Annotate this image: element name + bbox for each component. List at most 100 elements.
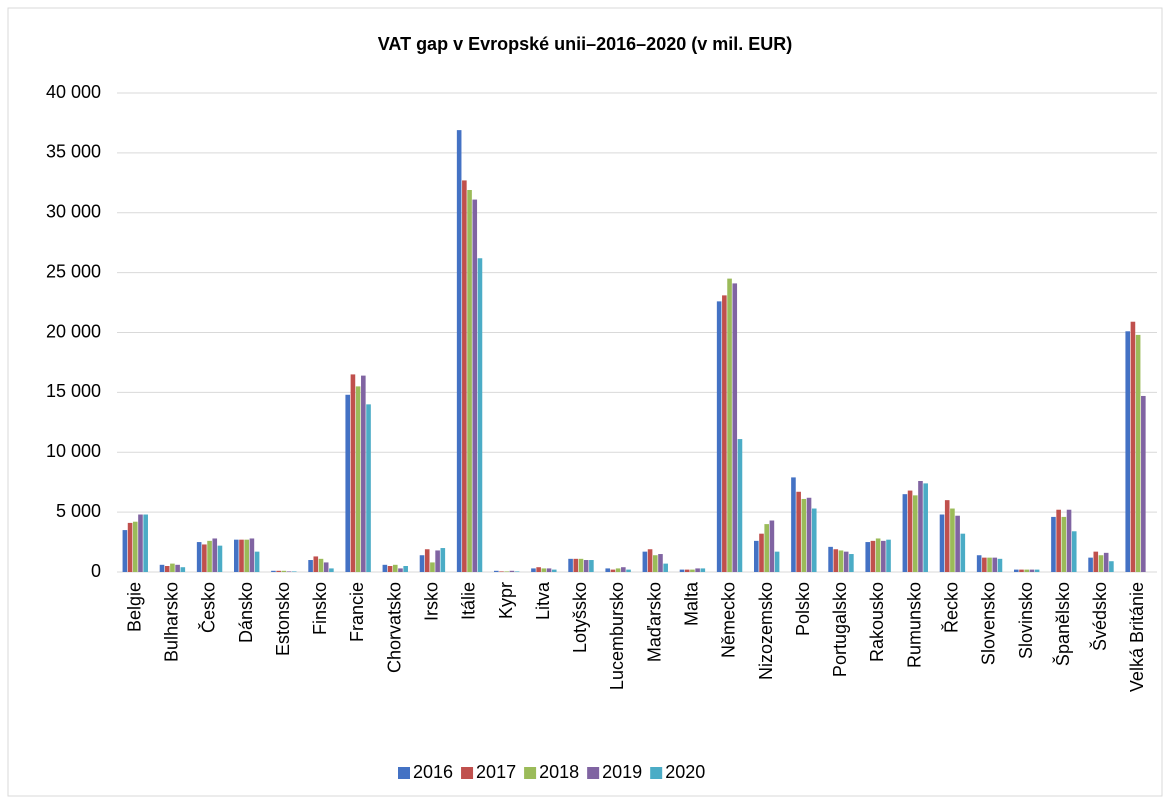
bar xyxy=(1024,569,1029,572)
bar xyxy=(923,483,928,572)
bar xyxy=(308,560,313,572)
bar xyxy=(196,542,202,572)
x-tick-label: Slovensko xyxy=(979,582,999,665)
bar xyxy=(494,570,499,572)
bar xyxy=(573,558,579,572)
bar xyxy=(440,548,446,572)
bar xyxy=(392,564,398,572)
bar xyxy=(271,570,276,572)
bar xyxy=(541,568,547,572)
bar xyxy=(695,568,700,572)
bar xyxy=(462,180,467,573)
bar xyxy=(902,494,908,572)
x-tick-label: Francie xyxy=(347,582,367,642)
legend-swatch xyxy=(398,767,410,779)
chart-frame xyxy=(7,7,1163,797)
bar xyxy=(828,546,833,572)
bar xyxy=(291,571,297,572)
y-tick-label: 20 000 xyxy=(46,321,101,341)
y-tick-label: 0 xyxy=(91,561,101,581)
bar xyxy=(870,540,876,572)
bar xyxy=(546,568,552,572)
bar xyxy=(164,566,170,572)
bar xyxy=(589,560,594,572)
bar xyxy=(536,567,541,572)
bar xyxy=(1061,516,1067,572)
bar xyxy=(796,491,801,572)
y-tick-label: 5 000 xyxy=(56,501,101,521)
bar xyxy=(843,551,849,572)
bar xyxy=(769,520,775,572)
bar xyxy=(350,374,356,572)
bar xyxy=(217,545,223,572)
bar xyxy=(754,540,759,572)
y-tick-label: 30 000 xyxy=(46,202,101,222)
legend-swatch xyxy=(650,767,663,779)
bar xyxy=(398,568,403,572)
x-tick-label: Bulharsko xyxy=(161,582,181,662)
y-tick-label: 25 000 xyxy=(46,261,101,281)
x-tick-label: Belgie xyxy=(124,582,144,632)
bar xyxy=(658,554,663,572)
x-tick-label: Česko xyxy=(198,582,219,633)
x-tick-label: Malta xyxy=(681,581,701,626)
bar xyxy=(1109,561,1114,572)
bar xyxy=(234,539,239,572)
bar xyxy=(679,569,685,572)
x-tick-label: Nizozemsko xyxy=(756,582,776,680)
bar xyxy=(727,278,732,572)
x-tick-label: Polsko xyxy=(793,582,813,636)
x-tick-label: Estonsko xyxy=(273,582,293,656)
legend-label: 2016 xyxy=(413,762,453,782)
bar xyxy=(281,570,287,572)
bar xyxy=(621,567,626,572)
bar xyxy=(849,554,854,572)
bar xyxy=(509,570,515,572)
bar xyxy=(366,404,371,572)
bar xyxy=(1125,331,1131,572)
bar xyxy=(361,375,366,572)
bar xyxy=(499,571,504,572)
bar xyxy=(801,498,807,572)
bar xyxy=(944,500,950,572)
bar xyxy=(477,258,483,572)
bar xyxy=(254,551,260,572)
bar xyxy=(578,558,584,572)
bar xyxy=(626,569,631,572)
bar xyxy=(249,538,255,572)
x-tick-label: Řecko xyxy=(941,582,961,633)
bar xyxy=(424,549,430,572)
bar xyxy=(955,515,960,572)
bar xyxy=(143,514,148,572)
bar xyxy=(122,530,128,572)
bar xyxy=(976,555,982,572)
bar xyxy=(430,562,435,572)
bar xyxy=(1141,395,1146,572)
bar xyxy=(732,283,738,572)
chart-title: VAT gap v Evropské unii–2016–2020 (v mil… xyxy=(378,34,793,54)
bar xyxy=(1014,569,1019,572)
bar xyxy=(881,540,886,572)
bar xyxy=(907,490,913,572)
bar xyxy=(583,560,589,572)
bar xyxy=(722,295,727,572)
legend-label: 2019 xyxy=(602,762,642,782)
bar xyxy=(276,570,281,572)
legend-label: 2018 xyxy=(539,762,579,782)
x-tick-label: Kypr xyxy=(496,582,516,619)
bar xyxy=(1066,509,1072,572)
bar xyxy=(568,558,573,572)
x-tick-label: Velká Británie xyxy=(1127,582,1147,692)
bar xyxy=(663,563,668,572)
bar xyxy=(700,568,706,572)
bar xyxy=(605,568,611,572)
x-tick-label: Rumunsko xyxy=(904,582,924,668)
x-tick-label: Švédsko xyxy=(1089,582,1110,651)
bar xyxy=(329,568,334,572)
bar xyxy=(950,508,955,572)
bar xyxy=(642,551,648,572)
bar xyxy=(764,524,769,572)
x-tick-label: Dánsko xyxy=(236,582,256,643)
x-tick-label: Německo xyxy=(719,582,739,658)
bar xyxy=(997,558,1003,572)
